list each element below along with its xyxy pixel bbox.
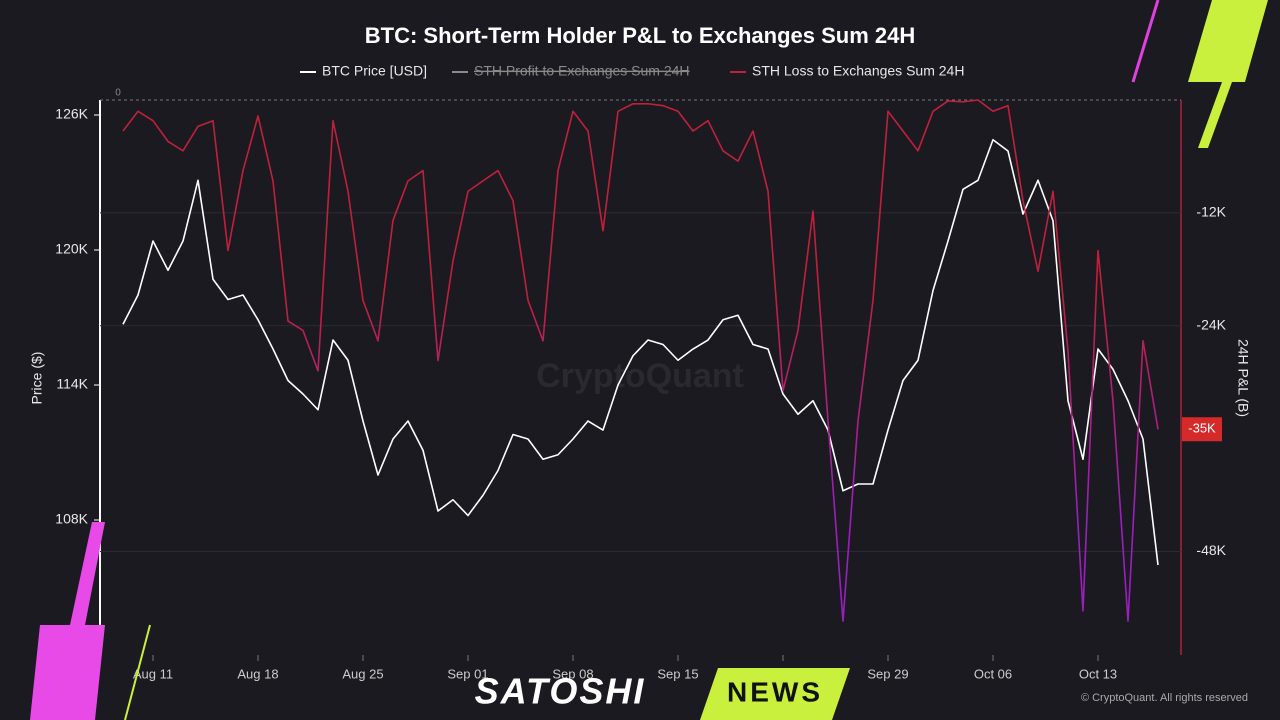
y2-tick-label: -24K bbox=[1196, 316, 1226, 332]
x-tick-label: Oct 06 bbox=[974, 666, 1012, 681]
y-tick-label: 108K bbox=[55, 511, 88, 527]
y2-axis-title: 24H P&L (B) bbox=[1235, 339, 1251, 417]
y-tick-label: 120K bbox=[55, 241, 88, 257]
chart-title: BTC: Short-Term Holder P&L to Exchanges … bbox=[365, 23, 916, 48]
x-tick-label: Aug 18 bbox=[237, 666, 278, 681]
legend-label: BTC Price [USD] bbox=[322, 63, 427, 79]
deco-lime-line bbox=[124, 624, 151, 720]
watermark: CryptoQuant bbox=[536, 357, 744, 395]
copyright: © CryptoQuant. All rights reserved bbox=[1081, 692, 1248, 704]
y-tick-label: 126K bbox=[55, 106, 88, 122]
legend-label: STH Loss to Exchanges Sum 24H bbox=[752, 63, 964, 79]
x-tick-label: Sep 15 bbox=[657, 666, 698, 681]
deco-lime-2 bbox=[1198, 82, 1232, 148]
y2-marker-label: -35K bbox=[1188, 421, 1216, 436]
logo-right: NEWS bbox=[727, 676, 823, 707]
x-tick-label: Aug 11 bbox=[133, 666, 173, 681]
series-line bbox=[122, 138, 1159, 566]
y-tick-label: 114K bbox=[56, 376, 88, 392]
deco-lime bbox=[1188, 0, 1268, 82]
legend-label: STH Profit to Exchanges Sum 24H bbox=[474, 63, 690, 79]
y2-marker bbox=[1182, 417, 1222, 442]
corner-label: 0 bbox=[115, 88, 121, 99]
y-axis-title: Price ($) bbox=[29, 352, 45, 405]
y2-tick-label: -48K bbox=[1196, 542, 1226, 558]
deco-pink bbox=[30, 625, 105, 720]
logo-left: SATOSHI bbox=[475, 671, 646, 712]
x-tick-label: Oct 13 bbox=[1079, 666, 1117, 681]
deco-pink-2 bbox=[70, 522, 105, 625]
x-tick-label: Sep 08 bbox=[552, 666, 593, 681]
x-tick-label: Aug 25 bbox=[342, 666, 383, 681]
series-line bbox=[122, 99, 1159, 622]
deco-pink-line bbox=[1131, 0, 1160, 83]
x-tick-label: Sep 01 bbox=[447, 666, 488, 681]
logo-badge bbox=[700, 668, 850, 720]
x-tick-label: Sep 29 bbox=[867, 666, 908, 681]
y2-tick-label: -12K bbox=[1196, 204, 1226, 220]
